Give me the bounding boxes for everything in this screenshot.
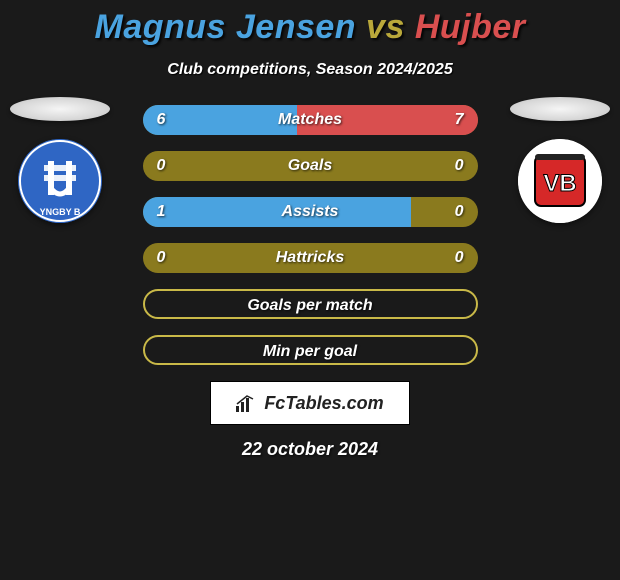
halo-left <box>10 97 110 121</box>
vs-text: vs <box>366 8 405 46</box>
stat-row: 00Hattricks <box>143 243 478 273</box>
club-logo-right: VB <box>518 139 602 223</box>
stat-row: Goals per match <box>143 289 478 319</box>
stat-label: Goals per match <box>145 291 476 319</box>
halo-right <box>510 97 610 121</box>
stat-label: Min per goal <box>145 337 476 365</box>
stat-label: Goals <box>143 151 478 181</box>
svg-text:VB: VB <box>543 170 576 197</box>
left-player-badge: YNGBY B <box>10 97 110 223</box>
stats-area: YNGBY B VB 67Matches 00Goals 10Assists 00Ha… <box>0 105 620 460</box>
page-title: Magnus Jensen vs Hujber <box>0 0 620 47</box>
stat-label: Assists <box>143 197 478 227</box>
player1-name: Magnus Jensen <box>95 8 357 46</box>
stat-label: Hattricks <box>143 243 478 273</box>
right-player-badge: VB <box>510 97 610 223</box>
branding-badge: FcTables.com <box>210 381 410 425</box>
stat-rows-container: 67Matches 00Goals 10Assists 00Hattricks Goal… <box>143 105 478 365</box>
date-text: 22 october 2024 <box>0 439 620 460</box>
branding-text: FcTables.com <box>264 393 383 414</box>
stat-row: 10Assists <box>143 197 478 227</box>
player2-name: Hujber <box>415 8 526 46</box>
subtitle: Club competitions, Season 2024/2025 <box>0 61 620 79</box>
stat-row: 00Goals <box>143 151 478 181</box>
svg-text:YNGBY B: YNGBY B <box>40 207 81 217</box>
chart-icon <box>236 394 258 412</box>
club-logo-left: YNGBY B <box>18 139 102 223</box>
stat-row: Min per goal <box>143 335 478 365</box>
stat-label: Matches <box>143 105 478 135</box>
stat-row: 67Matches <box>143 105 478 135</box>
